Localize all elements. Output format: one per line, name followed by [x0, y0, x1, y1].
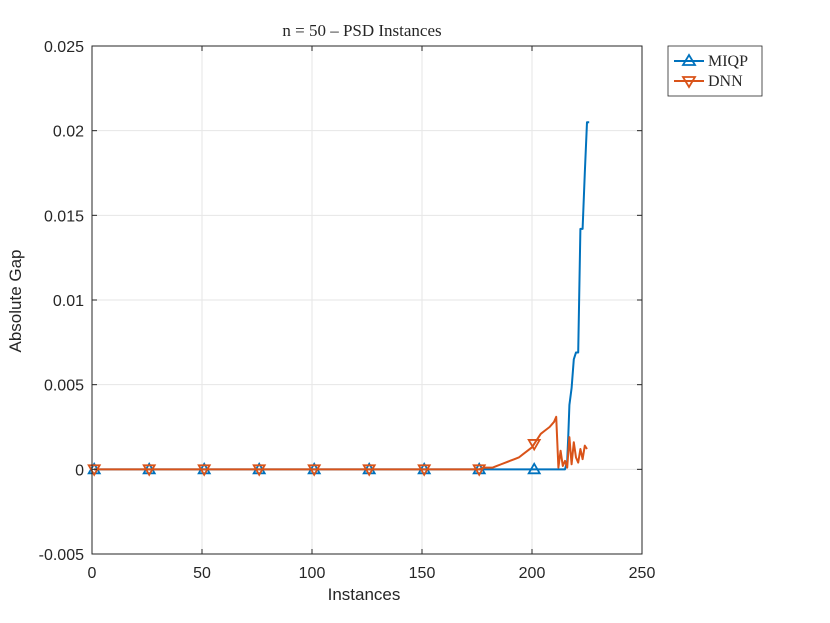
- legend-marker-dnn: [681, 76, 697, 89]
- data-point-dnn: [142, 464, 157, 477]
- data-point-dnn: [472, 464, 487, 477]
- y-tick-label: 0: [75, 462, 84, 479]
- legend-box: [667, 45, 763, 97]
- series-line-dnn: [94, 415, 588, 471]
- legend-label-dnn: DNN: [708, 73, 743, 90]
- chart-title: n = 50 – PSD Instances: [282, 21, 441, 40]
- x-axis-label: Instances: [328, 585, 401, 604]
- y-tick-label: 0.01: [53, 293, 84, 310]
- y-tick-label: 0.015: [44, 208, 84, 225]
- data-point-dnn: [417, 464, 432, 477]
- x-tick-label: 50: [193, 565, 211, 582]
- data-point-dnn: [527, 439, 542, 452]
- x-tick-label: 0: [88, 565, 97, 582]
- y-tick-label: 0.025: [44, 39, 84, 56]
- y-tick-label: 0.005: [44, 378, 84, 395]
- grid: [91, 45, 643, 555]
- tick-labels: 0 50 100 150 200 250-0.00500.0050.010.0150.02…: [39, 39, 656, 582]
- data-point-dnn: [197, 464, 212, 477]
- ticks: [91, 45, 643, 555]
- data-point-dnn: [307, 464, 322, 477]
- y-tick-label: 0.02: [53, 124, 84, 141]
- x-tick-label: 200: [519, 565, 546, 582]
- y-axis-label: Absolute Gap: [6, 249, 25, 352]
- data-point-dnn: [252, 464, 267, 477]
- series-line-miqp: [94, 121, 590, 471]
- data-point-dnn: [362, 464, 377, 477]
- x-tick-label: 150: [409, 565, 436, 582]
- series-layer: [87, 121, 590, 477]
- data-point-dnn: [87, 464, 102, 477]
- y-tick-label: -0.005: [39, 547, 84, 564]
- legend-label-miqp: MIQP: [708, 53, 748, 70]
- x-tick-label: 250: [629, 565, 656, 582]
- legend: MIQP DNN: [667, 45, 763, 97]
- x-tick-label: 100: [299, 565, 326, 582]
- data-point-miqp: [527, 462, 542, 475]
- legend-marker-miqp: [681, 53, 697, 66]
